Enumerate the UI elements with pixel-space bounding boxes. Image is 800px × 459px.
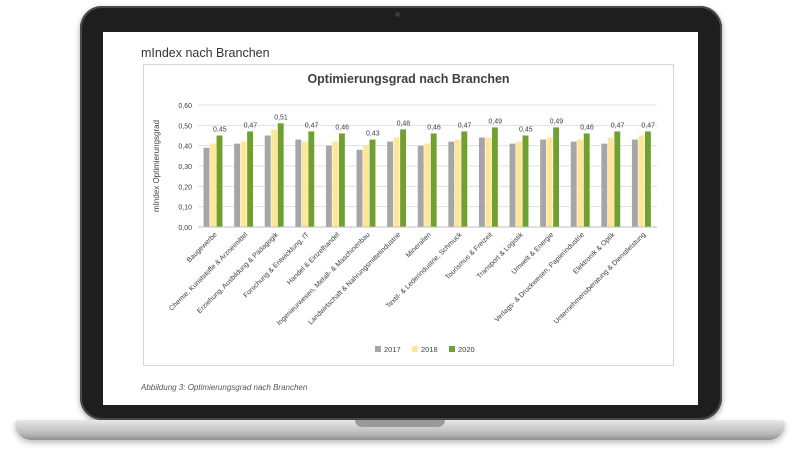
legend-swatch-2017: [375, 346, 381, 352]
bar-2017: [631, 139, 638, 227]
bar-2020: [400, 129, 407, 227]
bar-2018: [271, 129, 278, 227]
y-tick-label: 0,50: [178, 123, 192, 130]
bar-2018: [607, 137, 614, 227]
legend-swatch-2018: [412, 346, 418, 352]
figure-caption: Abbildung 3: Optimierungsgrad nach Branc…: [141, 383, 308, 392]
category-label: Forschung & Entwicklung, IT: [243, 231, 311, 299]
bar-2020: [247, 131, 254, 227]
bar-2020: [553, 127, 560, 227]
bar-2018: [393, 137, 400, 227]
data-label: 0,49: [488, 118, 502, 125]
bar-2020: [430, 133, 437, 227]
data-label: 0,49: [550, 118, 564, 125]
bar-2018: [301, 141, 308, 227]
legend-label: 2017: [384, 345, 401, 354]
bar-2020: [644, 131, 651, 227]
bar-2018: [240, 141, 247, 227]
data-label: 0,47: [611, 122, 625, 129]
bar-2017: [234, 143, 241, 227]
data-label: 0,45: [213, 127, 227, 134]
bar-2020: [583, 133, 590, 227]
bar-2020: [491, 127, 498, 227]
laptop-notch: [355, 420, 445, 427]
bar-2020: [338, 133, 345, 227]
bar-2018: [577, 139, 584, 227]
bar-2018: [546, 137, 553, 227]
bar-2020: [308, 131, 315, 227]
data-label: 0,47: [305, 122, 319, 129]
y-tick-label: 0,00: [178, 225, 192, 232]
bar-2018: [363, 145, 369, 227]
legend-label: 2018: [421, 345, 438, 354]
bar-2017: [478, 137, 485, 227]
bar-chart: 0,00 0,10 0,20 0,30 0,40 0,50 0,60 mIndex Optim…: [152, 103, 657, 354]
bar-2017: [570, 141, 577, 227]
bar-2018: [210, 143, 216, 227]
legend-label: 2020: [458, 345, 475, 354]
camera-icon: [395, 12, 400, 17]
data-label: 0,47: [641, 122, 655, 129]
bar-2020: [614, 131, 621, 227]
bar-2020: [277, 123, 284, 227]
y-axis-label: mIndex Optimierungsgrad: [152, 120, 161, 212]
data-label: 0,45: [519, 127, 533, 134]
data-label: 0,46: [427, 124, 441, 131]
data-label: 0,47: [458, 122, 472, 129]
bar-2017: [509, 143, 516, 227]
laptop-base: [15, 420, 785, 440]
bar-2017: [417, 145, 424, 227]
bar-2018: [485, 137, 492, 227]
bar-2017: [325, 145, 332, 227]
legend-swatch-2020: [449, 346, 455, 352]
bar-2017: [601, 143, 608, 227]
bar-2020: [522, 135, 529, 227]
data-label: 0,46: [580, 124, 594, 131]
bar-2017: [448, 141, 455, 227]
category-label: Handel & Einzelhandel: [286, 231, 341, 286]
category-label: Mineralien: [405, 231, 433, 259]
data-label: 0,51: [274, 114, 288, 121]
bar-2020: [461, 131, 468, 227]
chart-frame: Optimierungsgrad nach Branchen 0,00 0,10 0…: [143, 64, 674, 366]
chart-title: Optimierungsgrad nach Branchen: [307, 72, 510, 86]
section-title: mIndex nach Branchen: [141, 46, 270, 60]
y-tick-label: 0,40: [178, 144, 192, 151]
laptop-screen: mIndex nach Branchen Optimierungsgrad na…: [103, 32, 698, 405]
bar-2017: [295, 139, 302, 227]
data-label: 0,46: [335, 124, 349, 131]
bar-2018: [638, 135, 645, 227]
y-tick-label: 0,10: [178, 205, 192, 212]
bar-2017: [264, 135, 271, 227]
bar-2020: [369, 139, 376, 227]
bar-2018: [454, 139, 461, 227]
category-label: Baugewerbe: [186, 231, 219, 264]
bar-2017: [387, 141, 394, 227]
y-tick-label: 0,60: [178, 103, 192, 110]
y-tick-label: 0,30: [178, 164, 192, 171]
bar-2017: [203, 147, 210, 227]
data-label: 0,48: [397, 120, 411, 127]
bar-2017: [356, 149, 363, 227]
data-label: 0,43: [366, 131, 380, 138]
bar-2017: [540, 139, 547, 227]
bar-2020: [216, 135, 223, 227]
bar-2018: [332, 141, 339, 227]
data-label: 0,47: [244, 122, 258, 129]
bar-2018: [424, 143, 431, 227]
y-tick-label: 0,20: [178, 184, 192, 191]
bar-2018: [516, 141, 522, 227]
